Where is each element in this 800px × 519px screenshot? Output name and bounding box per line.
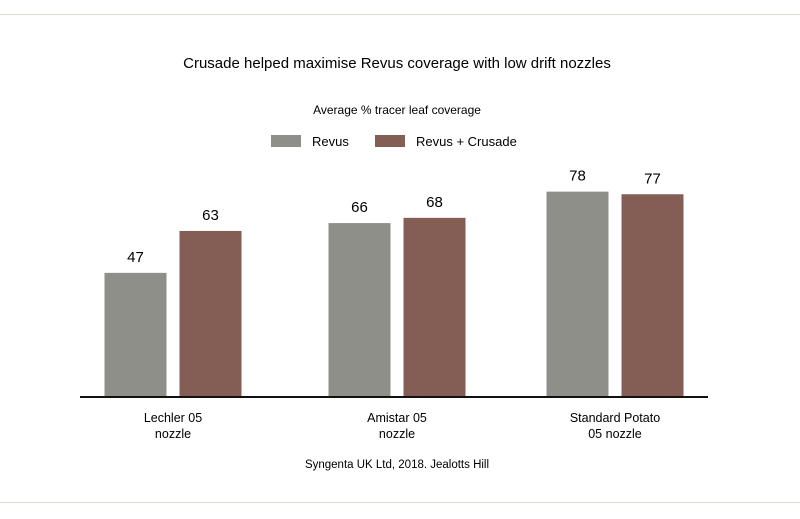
bar-0-1 (179, 230, 242, 396)
bar-2-0 (546, 191, 609, 396)
value-label-2-0: 78 (569, 168, 586, 185)
value-label-0-1: 63 (202, 207, 219, 224)
bars-group: 47 63 66 68 78 77 (104, 168, 684, 396)
value-label-2-1: 77 (644, 170, 661, 187)
bar-0-0 (104, 272, 167, 396)
category-label-2-1: 05 nozzle (588, 427, 642, 441)
source-note: Syngenta UK Ltd, 2018. Jealotts Hill (305, 459, 489, 471)
legend-label-0: Revus (312, 134, 349, 149)
chart-subtitle: Average % tracer leaf coverage (313, 103, 481, 117)
bar-1-1 (403, 217, 466, 396)
category-label-0-1: nozzle (155, 427, 191, 441)
legend-swatch-0 (271, 135, 301, 147)
bottom-divider (0, 502, 800, 503)
category-labels: Lechler 05 nozzle Amistar 05 nozzle Standard… (144, 411, 660, 441)
chart-title: Crusade helped maximise Revus coverage w… (183, 55, 611, 72)
top-divider (0, 14, 800, 15)
legend-label-1: Revus + Crusade (416, 134, 517, 149)
bar-2-1 (621, 194, 684, 396)
value-label-1-1: 68 (426, 194, 443, 211)
legend-swatch-1 (375, 135, 405, 147)
value-label-0-0: 47 (127, 249, 144, 266)
category-label-0-0: Lechler 05 (144, 411, 202, 425)
value-label-1-0: 66 (351, 199, 368, 216)
bar-1-0 (328, 223, 391, 396)
category-label-1-0: Amistar 05 (367, 411, 427, 425)
legend: Revus Revus + Crusade (271, 134, 517, 149)
category-label-2-0: Standard Potato (570, 411, 660, 425)
category-label-1-1: nozzle (379, 427, 415, 441)
